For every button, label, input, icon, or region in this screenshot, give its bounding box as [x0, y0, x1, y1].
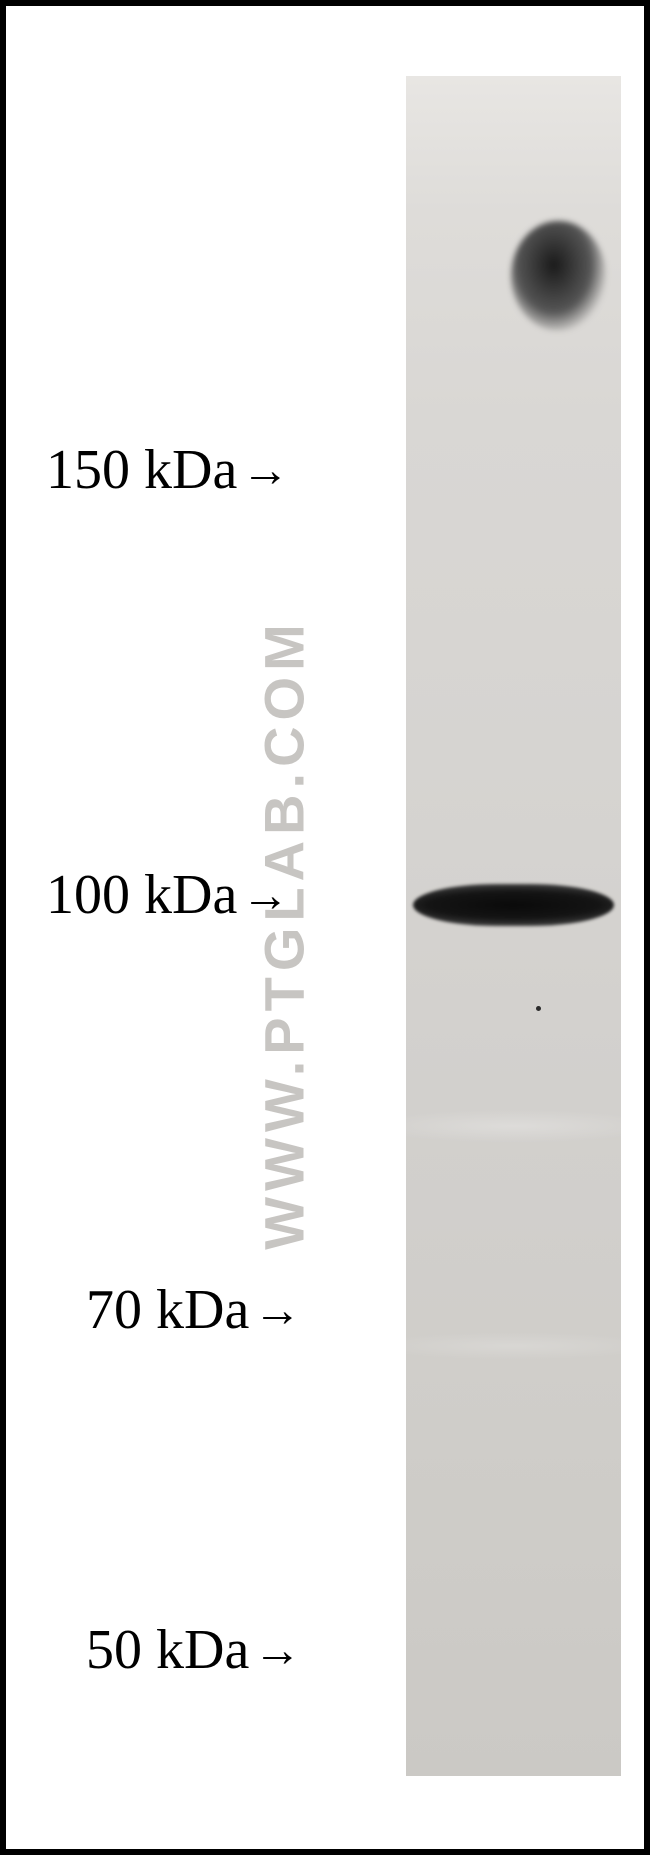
protein-band-100kda [413, 884, 614, 926]
marker-label-text: 70 kDa [86, 1278, 249, 1342]
blot-figure: WWW.PTGLAB.COM 150 kDa→ 100 kDa→ 70 kDa→… [0, 0, 650, 1855]
arrow-icon: → [241, 868, 283, 923]
marker-100kda: 100 kDa→ [46, 863, 283, 927]
blot-lane [406, 76, 621, 1776]
speck [536, 1006, 541, 1011]
loading-artifact-blob [511, 221, 606, 331]
marker-50kda: 50 kDa→ [86, 1618, 295, 1682]
marker-label-text: 50 kDa [86, 1618, 249, 1682]
arrow-icon: → [253, 1283, 295, 1338]
marker-label-text: 100 kDa [46, 863, 237, 927]
marker-70kda: 70 kDa→ [86, 1278, 295, 1342]
watermark-text: WWW.PTGLAB.COM [252, 618, 317, 1249]
marker-label-text: 150 kDa [46, 438, 237, 502]
arrow-icon: → [253, 1623, 295, 1678]
marker-150kda: 150 kDa→ [46, 438, 283, 502]
arrow-icon: → [241, 443, 283, 498]
